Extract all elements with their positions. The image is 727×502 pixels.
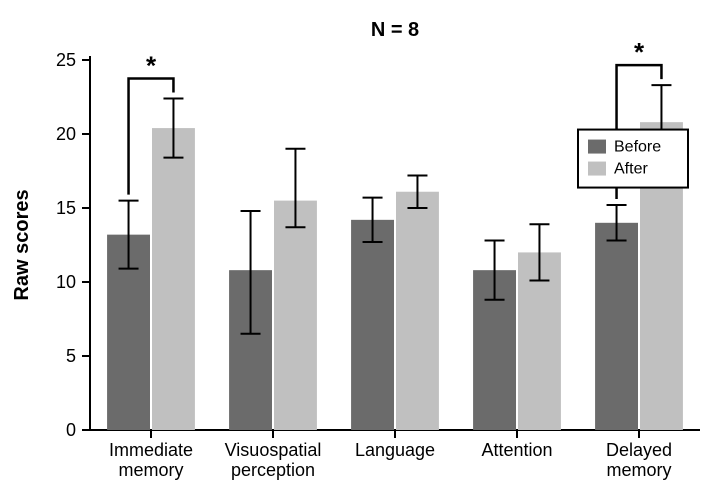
y-tick-label: 10 [56,272,76,292]
y-tick-label: 5 [66,346,76,366]
category-label: Visuospatial [225,440,322,460]
bar-after [274,201,317,430]
legend-swatch-before [588,140,606,154]
y-tick-label: 15 [56,198,76,218]
category-label: Attention [481,440,552,460]
legend-label-before: Before [614,139,661,156]
bar-after [396,192,439,430]
category-label: Immediate [109,440,193,460]
y-tick-label: 25 [56,50,76,70]
bar-after [152,128,195,430]
y-tick-label: 0 [66,420,76,440]
significance-marker: * [146,50,157,80]
chart-title: N = 8 [371,19,419,41]
legend-label-after: After [614,161,648,178]
legend-swatch-after [588,162,606,176]
category-label: perception [231,460,315,480]
category-label: Language [355,440,435,460]
significance-marker: * [634,37,645,67]
bar-chart: 0510152025Raw scoresN = 8Immediatememory… [0,0,727,502]
category-label: memory [118,460,183,480]
category-label: Delayed [606,440,672,460]
y-tick-label: 20 [56,124,76,144]
bar-before [595,223,638,430]
y-axis-title: Raw scores [11,189,33,300]
category-label: memory [606,460,671,480]
bar-before [351,220,394,430]
